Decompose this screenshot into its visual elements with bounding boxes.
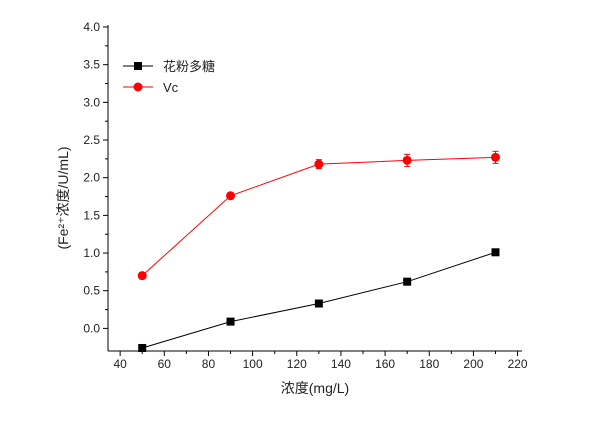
x-tick-label: 160: [375, 357, 395, 371]
legend-label: 花粉多糖: [163, 59, 215, 74]
data-point: [403, 277, 412, 286]
series-1: [138, 248, 500, 352]
legend-marker: [133, 82, 143, 92]
x-tick-label: 220: [508, 357, 528, 371]
axes: 0.0 0.5 1.0 1.5 2.0 2.5 3.0 3.5 4.0 40 60 80 100 120 1…: [83, 20, 528, 371]
legend: 花粉多糖 Vc: [123, 59, 215, 95]
y-tick-label: 0.0: [83, 321, 100, 335]
legend-marker: [134, 62, 142, 70]
series-2: [137, 150, 501, 281]
x-tick-label: 60: [158, 357, 172, 371]
data-point: [226, 191, 236, 201]
series-layer: [137, 150, 501, 352]
x-tick-label: 140: [331, 357, 351, 371]
data-point: [137, 271, 147, 281]
y-axis-label: (Fe²⁺浓度/U/mL): [55, 146, 71, 249]
x-tick-label: 120: [287, 357, 307, 371]
x-axis-label: 浓度(mg/L): [281, 380, 349, 396]
x-tick-label: 180: [419, 357, 439, 371]
x-tick-label: 100: [243, 357, 263, 371]
y-tick-label: 1.5: [83, 208, 100, 222]
data-point: [491, 248, 500, 257]
x-tick-label: 40: [113, 357, 127, 371]
y-tick-label: 2.0: [83, 171, 100, 185]
y-tick-label: 1.0: [83, 246, 100, 260]
data-point: [314, 299, 323, 308]
x-tick-label: 80: [202, 357, 216, 371]
data-point: [138, 343, 147, 352]
x-tick-label: 200: [463, 357, 483, 371]
data-point: [491, 152, 501, 162]
y-tick-label: 3.5: [83, 58, 100, 72]
y-tick-label: 4.0: [83, 20, 100, 34]
y-tick-label: 2.5: [83, 133, 100, 147]
data-point: [226, 317, 235, 326]
y-tick-label: 3.0: [83, 95, 100, 109]
legend-label: Vc: [163, 80, 179, 95]
data-point: [402, 155, 412, 165]
series-line: [141, 156, 496, 277]
y-tick-label: 0.5: [83, 284, 100, 298]
data-point: [314, 159, 324, 169]
